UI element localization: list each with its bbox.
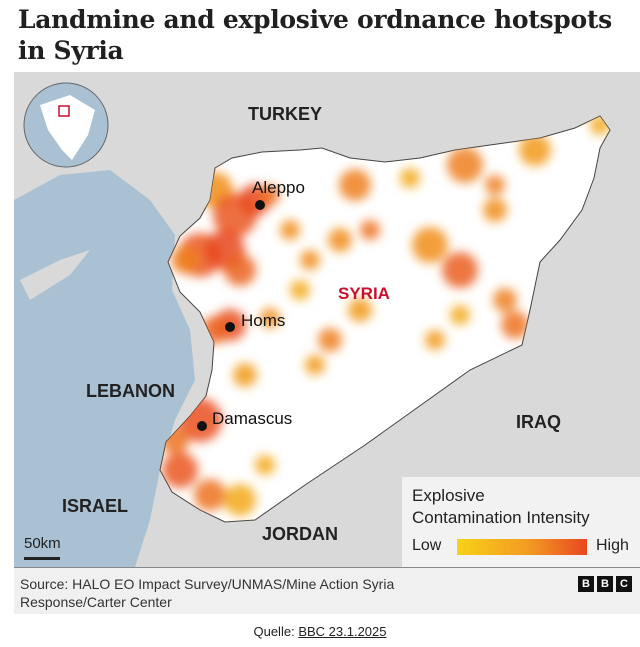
map: TURKEY SYRIA LEBANON ISRAEL JORDAN IRAQ … bbox=[14, 72, 640, 567]
scale-label: 50km bbox=[24, 535, 61, 552]
legend-gradient bbox=[457, 539, 587, 555]
hotspot bbox=[260, 308, 280, 328]
city-homs: Homs bbox=[241, 311, 286, 330]
map-svg bbox=[14, 82, 611, 567]
hotspot bbox=[425, 330, 445, 350]
hotspot bbox=[348, 298, 372, 322]
hotspot bbox=[519, 134, 551, 166]
caption-link[interactable]: BBC 23.1.2025 bbox=[298, 624, 387, 639]
hotspot bbox=[328, 228, 352, 252]
footer: Source: HALO EO Impact Survey/UNMAS/Mine… bbox=[14, 567, 640, 614]
hotspot bbox=[280, 220, 300, 240]
city-damascus: Damascus bbox=[212, 409, 293, 428]
label-iraq: IRAQ bbox=[516, 412, 561, 432]
hotspot bbox=[290, 280, 310, 300]
hotspot bbox=[171, 246, 199, 274]
cyprus bbox=[20, 250, 90, 300]
hotspot bbox=[483, 198, 507, 222]
hotspot bbox=[300, 250, 320, 270]
hotspot bbox=[318, 328, 342, 352]
city-marker-damascus bbox=[197, 421, 207, 431]
hotspot bbox=[162, 452, 198, 488]
globe-inset bbox=[23, 82, 109, 168]
label-turkey: TURKEY bbox=[248, 104, 323, 124]
syria-locator bbox=[58, 105, 70, 117]
hotspot bbox=[501, 311, 529, 339]
legend: Explosive Contamination Intensity Low Hig… bbox=[402, 477, 640, 567]
label-lebanon: LEBANON bbox=[86, 381, 175, 401]
label-syria: SYRIA bbox=[338, 284, 390, 303]
caption-prefix: Quelle: bbox=[253, 624, 295, 639]
hotspot bbox=[255, 455, 275, 475]
hotspot bbox=[447, 147, 483, 183]
hotspot bbox=[493, 288, 517, 312]
hotspot bbox=[224, 484, 256, 516]
hotspot bbox=[194, 479, 226, 511]
legend-low: Low bbox=[412, 537, 442, 554]
caption: Quelle: BBC 23.1.2025 bbox=[0, 624, 640, 639]
city-aleppo: Aleppo bbox=[252, 178, 305, 197]
hotspot bbox=[450, 305, 470, 325]
hotspot bbox=[485, 175, 505, 195]
hotspot bbox=[260, 185, 280, 205]
city-marker-homs bbox=[225, 322, 235, 332]
hotspot bbox=[339, 169, 371, 201]
page-title: Landmine and explosive ordnance hotspots… bbox=[18, 5, 612, 65]
legend-title-line2: Contamination Intensity bbox=[412, 508, 590, 527]
hotspot bbox=[400, 168, 420, 188]
city-marker-aleppo bbox=[255, 200, 265, 210]
hotspot bbox=[305, 355, 325, 375]
hotspot bbox=[201, 316, 229, 344]
hotspot bbox=[233, 363, 257, 387]
source-text: Source: HALO EO Impact Survey/UNMAS/Mine… bbox=[20, 576, 395, 610]
label-jordan: JORDAN bbox=[262, 524, 339, 544]
label-israel: ISRAEL bbox=[62, 496, 129, 516]
hotspot bbox=[224, 254, 256, 286]
legend-title: Explosive Contamination Intensity bbox=[412, 485, 590, 529]
legend-high: High bbox=[596, 537, 629, 554]
hotspot bbox=[412, 227, 448, 263]
scale-bar bbox=[24, 557, 60, 560]
legend-title-line1: Explosive bbox=[412, 486, 485, 505]
hotspot bbox=[442, 252, 478, 288]
hotspot bbox=[360, 220, 380, 240]
hotspots-layer bbox=[161, 116, 610, 516]
